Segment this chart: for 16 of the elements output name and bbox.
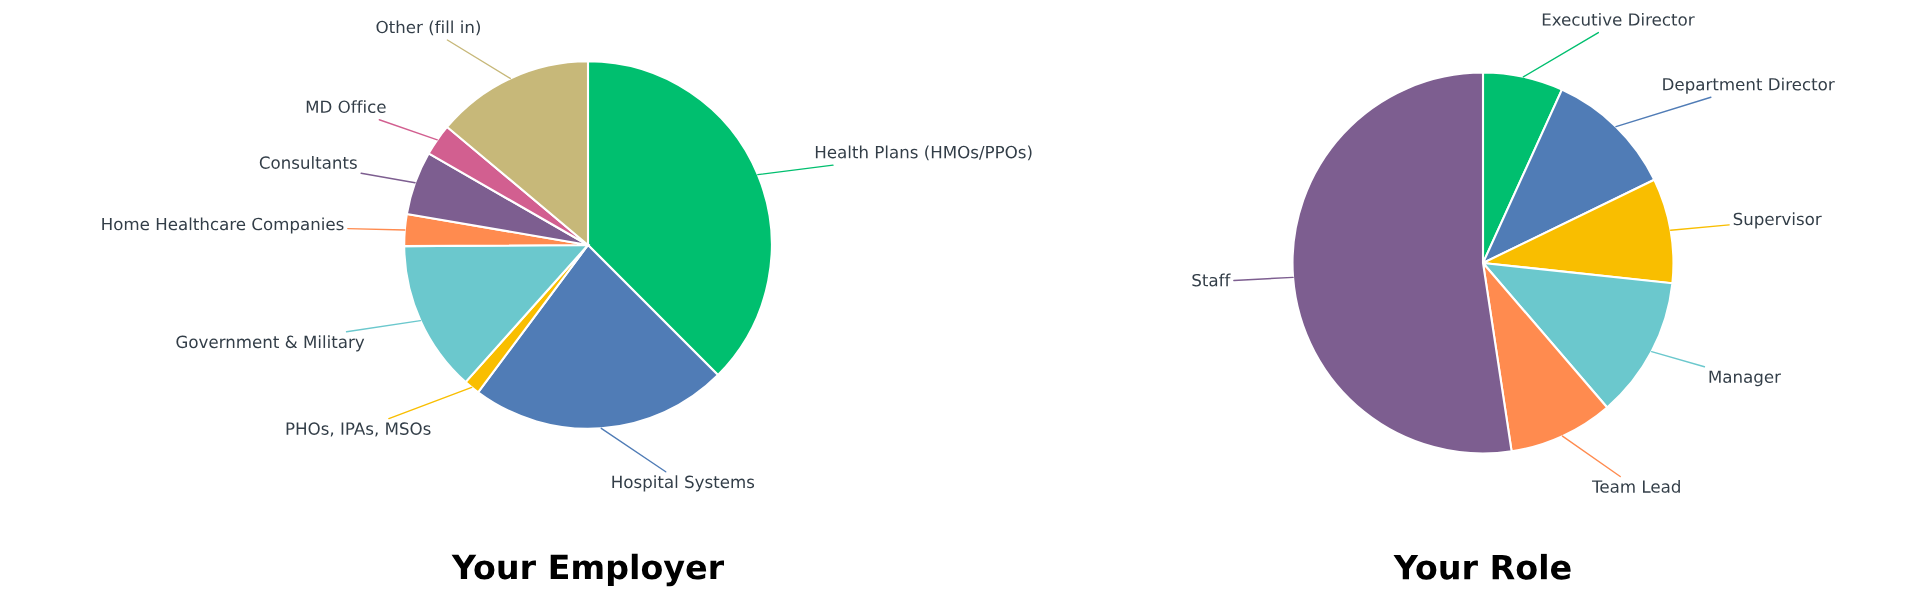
slice-label: Government & Military — [176, 335, 365, 352]
text: Your Employer — [451, 553, 725, 587]
slice-label: Hospital Systems — [612, 475, 755, 492]
slice-label: PHOs, IPAs, MSOs — [286, 422, 431, 437]
text: Your Role — [1393, 553, 1571, 580]
slice-label: Home Healthcare Companies — [102, 217, 344, 234]
slice-label: Other (fill in) — [376, 20, 480, 36]
slice-label: Health Plans (HMOs/PPOs) — [815, 145, 1032, 161]
slice-label: Staff — [1192, 273, 1231, 287]
slice-label: MD Office — [306, 100, 386, 114]
slice-label: Executive Director — [1542, 12, 1695, 26]
slice-label: Team Lead — [1591, 479, 1680, 493]
slice-label: Supervisor — [1733, 212, 1822, 229]
slice-label: Department Director — [1663, 77, 1835, 94]
slice-label: Consultants — [259, 155, 357, 169]
slice-label: Manager — [1709, 370, 1781, 387]
